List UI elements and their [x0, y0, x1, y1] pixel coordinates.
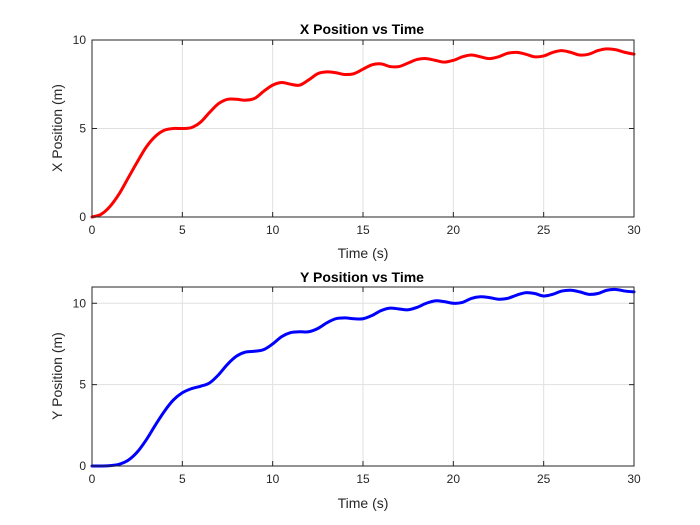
x-plot-frame: [91, 39, 635, 218]
y-plot-tick-labels: 0 5 10 15 20 25 30 0 5 10: [73, 296, 641, 486]
x-tick-label: 15: [356, 223, 370, 237]
x-tick-label: 20: [447, 223, 461, 237]
y-tick-label: 10: [73, 296, 87, 310]
x-tick-label: 5: [179, 223, 186, 237]
x-tick-label: 30: [627, 223, 641, 237]
x-tick-label: 15: [356, 472, 370, 486]
x-tick-label: 0: [89, 223, 96, 237]
x-plot-tick-labels: 0 5 10 15 20 25 30 0 5 10: [73, 33, 641, 237]
x-position-line: [90, 47, 636, 219]
y-plot-xlabel: Time (s): [338, 495, 389, 511]
x-tick-label: 20: [447, 472, 461, 486]
y-plot-ylabel: Y Position (m): [49, 332, 65, 420]
x-plot-title: X Position vs Time: [300, 21, 424, 37]
x-tick-label: 25: [537, 223, 551, 237]
y-position-subplot: Y Position vs Time 0 5 10 15 20 25 30 0 5 10 Time…: [49, 269, 641, 511]
y-tick-label: 5: [79, 122, 86, 136]
x-plot-ylabel: X Position (m): [49, 84, 65, 172]
x-tick-label: 10: [266, 223, 280, 237]
x-position-subplot: X Position vs Time 0 5 10 15 20 25 30 0 5 10 Time…: [49, 21, 641, 261]
y-tick-label: 5: [79, 378, 86, 392]
y-tick-label: 10: [73, 33, 87, 47]
y-tick-label: 0: [79, 459, 86, 473]
y-plot-title: Y Position vs Time: [300, 269, 424, 285]
x-tick-label: 0: [89, 472, 96, 486]
x-plot-xlabel: Time (s): [338, 245, 389, 261]
x-tick-label: 30: [627, 472, 641, 486]
x-tick-label: 10: [266, 472, 280, 486]
x-tick-label: 5: [179, 472, 186, 486]
y-tick-label: 0: [79, 210, 86, 224]
x-tick-label: 25: [537, 472, 551, 486]
y-plot-frame: [91, 286, 635, 467]
y-position-line: [90, 287, 636, 468]
